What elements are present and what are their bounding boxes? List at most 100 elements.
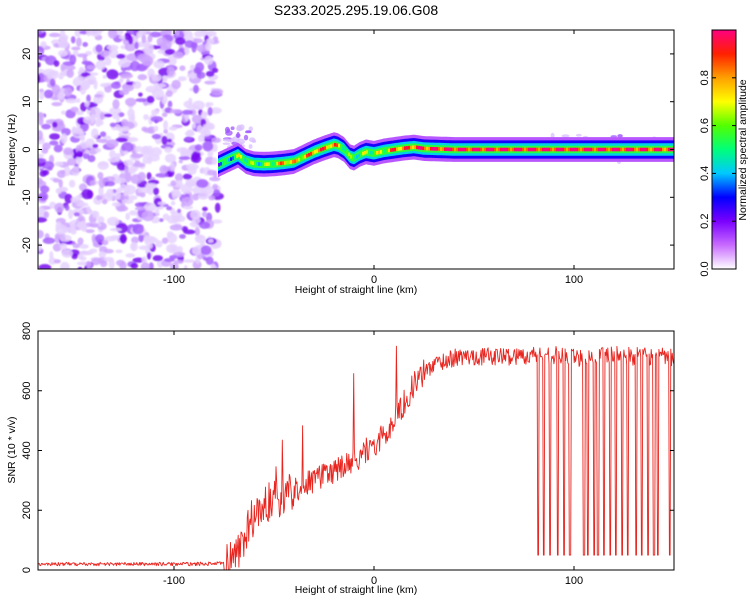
snr-y-axis-label: SNR (10 * v/v) [6,416,18,483]
ridge-core-segment [430,146,433,151]
noise-blob [38,61,41,68]
noise-blob [127,195,138,201]
noise-blob [153,125,159,132]
ridge-core-segment [262,162,265,166]
colorbar-tick-label: 0.8 [699,70,711,85]
ridge-core-segment [438,147,441,151]
noise-blob [91,128,99,139]
noise-blob [64,193,73,204]
ridge-core-segment [346,150,349,154]
noise-blob [121,199,134,204]
noise-blob [68,179,76,188]
noise-blob [179,234,186,239]
noise-blob [162,75,168,83]
noise-blob [161,40,172,50]
ridge-core-segment [276,161,279,166]
noise-blob [148,154,160,162]
y-tick-label: 200 [21,501,33,519]
ridge-core-segment [222,161,225,165]
noise-blob [66,68,74,78]
noise-blob [81,188,93,200]
spectral-speckle [245,130,252,133]
ridge-core-segment [548,147,551,152]
noise-blob [67,158,77,166]
ridge-core-segment [374,151,377,156]
noise-blob [72,50,79,56]
x-tick-label: 0 [371,575,377,587]
ridge-core-segment [322,147,325,151]
ridge-core-segment [512,147,515,152]
noise-blob [181,109,194,115]
ridge-core-segment [304,154,307,159]
noise-blob [196,44,208,53]
ridge-core-segment [420,146,423,150]
noise-blob [72,243,81,249]
noise-blob [179,65,186,71]
ridge-core-segment [380,150,383,154]
colorbar-label: Normalized spectral amplitude [737,79,749,220]
noise-blob [210,107,222,114]
ridge-core-segment [428,146,431,151]
ridge-core-segment [226,159,229,163]
ridge-core-segment [358,153,361,158]
ridge-core-segment [572,147,575,152]
noise-blob [137,187,151,194]
noise-blob [138,92,143,97]
noise-blob [146,172,152,180]
ridge-core-segment [494,147,497,152]
ridge-core-segment [574,147,577,152]
noise-blob [119,233,127,244]
spectrogram-noise [38,30,671,269]
y-tick-label: -10 [21,189,33,205]
noise-blob [134,146,144,152]
noise-blob [207,150,214,158]
spectral-speckle [561,134,570,138]
noise-blob [39,170,47,177]
ridge-core-segment [446,147,449,151]
noise-blob [144,202,157,213]
ridge-core-segment [620,147,623,152]
ridge-core-segment [356,155,359,159]
noise-blob [117,126,131,133]
ridge-core-segment [456,147,459,152]
ridge-core-segment [510,147,513,152]
noise-blob [183,264,188,269]
noise-blob [125,97,137,107]
noise-blob [132,257,145,263]
noise-blob [186,163,199,170]
ridge-core-segment [338,143,341,148]
noise-blob [38,153,45,158]
noise-blob [124,172,132,183]
ridge-core-segment [408,145,411,150]
noise-blob [191,246,202,256]
noise-blob [163,128,168,134]
ridge-core-segment [236,154,239,158]
x-tick-label: 100 [565,575,583,587]
spectrogram-x-axis-label: Height of straight line (km) [295,284,418,296]
noise-blob [109,227,122,232]
colorbar-gradient [712,30,736,269]
ridge-core-segment [498,147,501,152]
noise-blob [189,64,196,71]
noise-blob [71,166,80,177]
noise-blob [82,152,90,159]
noise-blob [103,135,112,141]
colorbar-tick-label: 0.4 [699,166,711,181]
noise-blob [63,147,74,156]
noise-blob [51,102,63,107]
noise-blob [68,209,74,220]
noise-blob [211,157,218,165]
ridge-core-segment [656,147,659,152]
ridge-core-segment [642,147,645,152]
noise-blob [42,142,51,150]
ridge-core-segment [234,155,237,159]
noise-blob [192,186,203,195]
ridge-core-segment [248,160,251,164]
noise-blob [71,46,81,51]
noise-blob [123,159,134,166]
y-tick-label: 0 [21,146,33,152]
ridge-core-segment [376,151,379,155]
noise-blob [211,137,222,143]
noise-blob [158,218,164,223]
ridge-core-segment [394,147,397,152]
